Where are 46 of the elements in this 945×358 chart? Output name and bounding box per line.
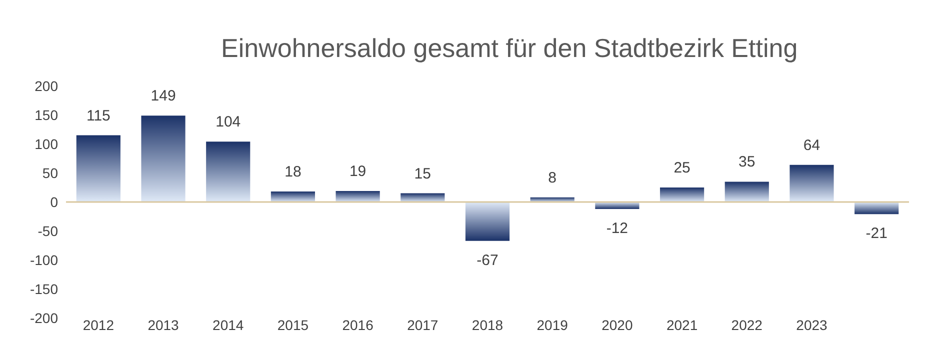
data-label: 115 <box>86 107 110 124</box>
bar <box>270 192 316 202</box>
data-label: 35 <box>738 154 756 171</box>
y-tick-label: 50 <box>42 165 58 181</box>
x-tick-label: 2012 <box>82 317 114 333</box>
y-tick-label: 0 <box>50 194 58 210</box>
data-label: 149 <box>150 88 176 105</box>
data-label: 25 <box>674 160 690 176</box>
x-tick-label: 2022 <box>731 317 763 333</box>
bar <box>206 142 250 202</box>
y-tick-label: 100 <box>34 136 58 152</box>
bar <box>400 193 445 202</box>
y-tick-label: 200 <box>34 78 58 94</box>
chart-title: Einwohnersaldo gesamt für den Stadtbezirk Etting <box>221 33 798 63</box>
data-label: 8 <box>548 169 557 186</box>
bar <box>724 182 769 202</box>
bar <box>790 164 834 202</box>
bar <box>76 135 120 202</box>
data-label: 64 <box>803 136 820 154</box>
y-tick-label: -150 <box>30 281 58 297</box>
x-tick-label: 2016 <box>342 317 374 333</box>
x-tick-label: 2019 <box>536 317 568 333</box>
data-label: 15 <box>414 165 431 182</box>
x-tick-label: 2015 <box>277 317 309 333</box>
y-tick-label: -200 <box>30 310 58 326</box>
y-tick-label: -100 <box>30 252 58 268</box>
bar <box>854 202 899 214</box>
y-tick-label: 150 <box>34 107 58 123</box>
x-tick-label: 2013 <box>148 317 180 333</box>
bar <box>660 188 704 202</box>
data-label: 104 <box>216 114 241 131</box>
x-tick-label: 2023 <box>796 317 828 333</box>
data-label: -12 <box>606 220 628 237</box>
data-label: 19 <box>349 162 366 180</box>
data-label: -21 <box>866 225 888 242</box>
x-tick-label: 2017 <box>407 317 438 333</box>
data-label: -67 <box>476 252 498 269</box>
bar <box>141 116 186 202</box>
bar <box>336 190 380 202</box>
bar <box>465 202 510 241</box>
x-tick-label: 2018 <box>472 317 504 333</box>
y-tick-label: -50 <box>38 223 58 239</box>
data-label: 18 <box>284 164 302 181</box>
x-tick-label: 2014 <box>212 317 244 333</box>
x-tick-label: 2021 <box>666 317 698 333</box>
x-tick-label: 2020 <box>602 317 633 333</box>
